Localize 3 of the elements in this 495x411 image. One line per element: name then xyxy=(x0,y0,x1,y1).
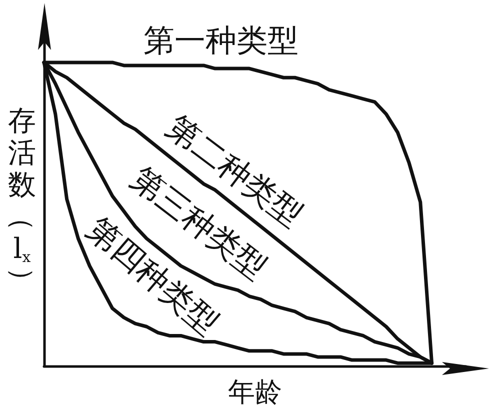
x-axis-title: 年龄 xyxy=(228,377,282,408)
y-axis-title: 存活数（l$_{x}$） xyxy=(6,104,39,297)
series-label: 第一种类型 xyxy=(144,23,298,59)
